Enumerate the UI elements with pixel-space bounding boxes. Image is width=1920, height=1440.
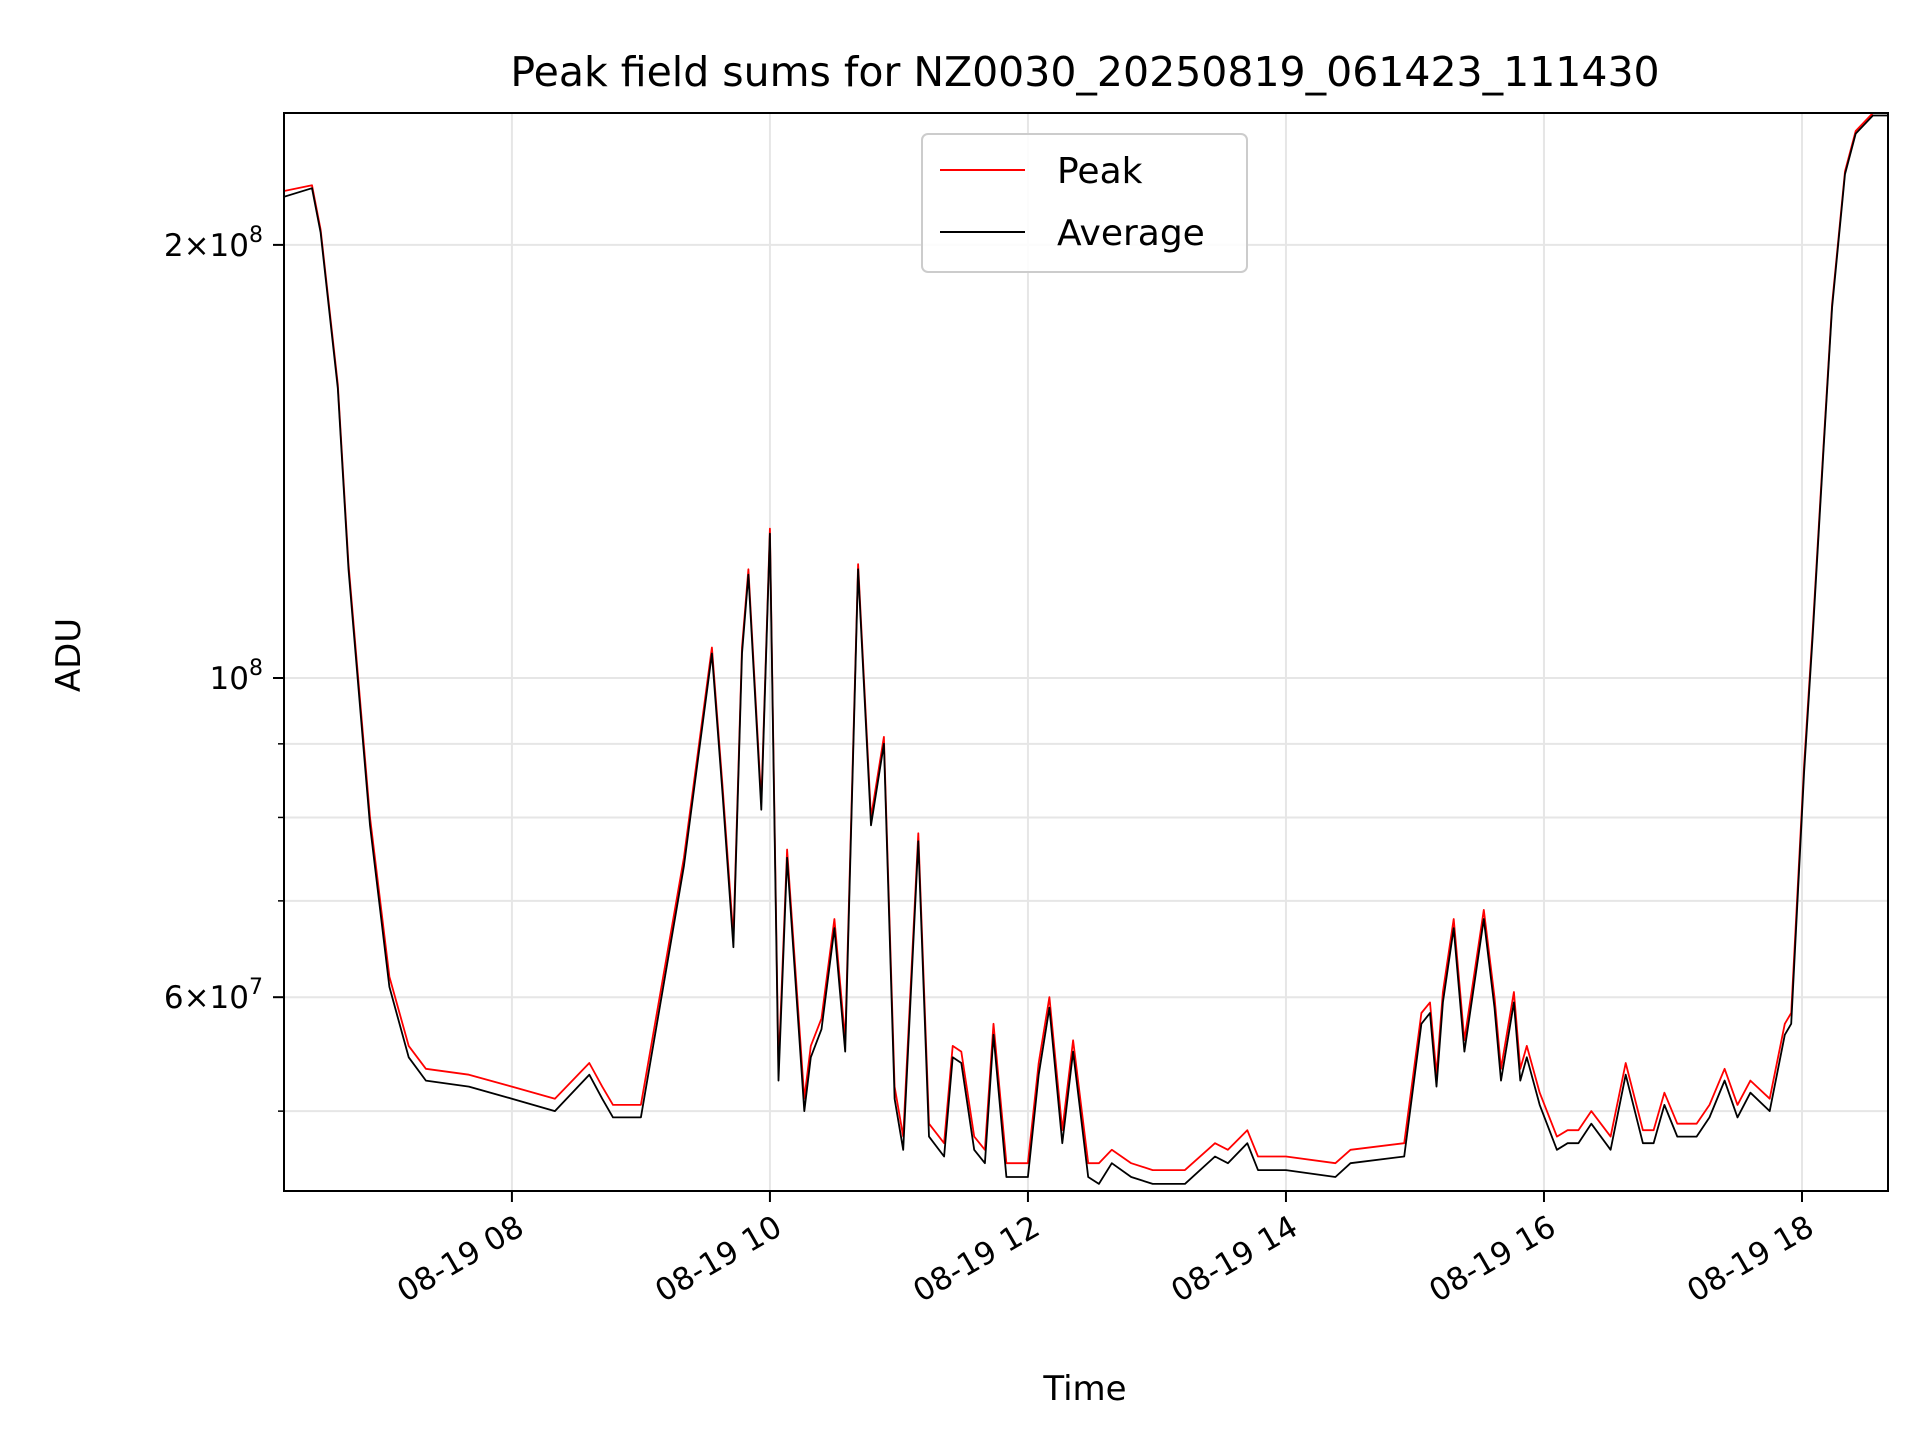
grid-lines (284, 113, 1888, 1191)
series-line-peak (284, 113, 1888, 1171)
x-axis-title: Time (1042, 1369, 1126, 1409)
y-tick-label: 108 (210, 656, 263, 697)
legend: Peak Average (921, 133, 1248, 273)
legend-label-peak: Peak (1057, 151, 1143, 192)
y-tick-exponent: 7 (249, 975, 263, 1000)
series-lines (284, 113, 1888, 1185)
y-tick-label: 6×107 (164, 975, 263, 1016)
plot-frame (283, 112, 1889, 1192)
y-tick-exponent: 8 (249, 656, 263, 681)
chart-title: Peak field sums for NZ0030_20250819_0614… (510, 48, 1659, 96)
y-tick-label: 2×108 (164, 223, 263, 264)
legend-frame (921, 133, 1248, 273)
series-line-average (284, 114, 1888, 1185)
y-axis-title: ADU (49, 618, 89, 692)
y-tick-exponent: 8 (249, 223, 263, 248)
legend-label-average: Average (1057, 213, 1205, 254)
